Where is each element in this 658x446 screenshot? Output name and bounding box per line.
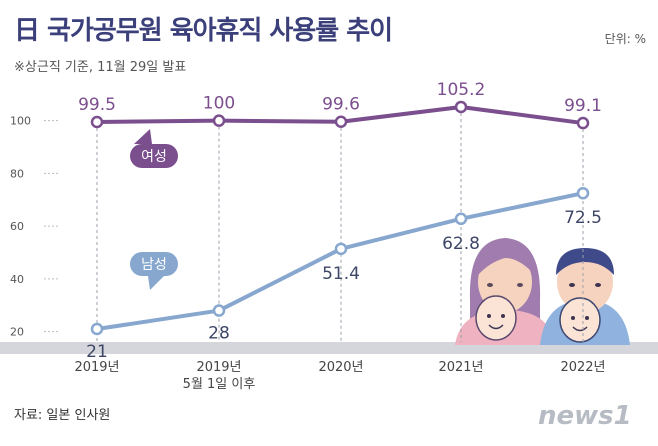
- male-callout-label: 남성: [141, 257, 167, 273]
- male-data-label: 72.5: [564, 208, 602, 228]
- x-tick-label: 2022년: [560, 360, 605, 375]
- female-callout-label: 여성: [141, 149, 167, 165]
- x-tick-label: 2019년: [196, 360, 241, 375]
- female-data-point: [90, 115, 104, 129]
- news1-logo: news1: [538, 401, 632, 431]
- female-data-label: 105.2: [437, 80, 486, 100]
- female-data-label: 99.1: [564, 96, 602, 116]
- x-tick-label: 5월 1일 이후: [183, 377, 256, 392]
- y-tick-label: 20: [10, 326, 24, 339]
- y-tick-label: 80: [10, 167, 24, 180]
- male-data-label: 28: [208, 324, 230, 344]
- subtitle: ※상근직 기준, 11월 29일 발표: [14, 60, 187, 75]
- male-data-point: [212, 304, 226, 317]
- logo-text: news1: [538, 401, 632, 431]
- male-data-point: [334, 242, 348, 256]
- female-callout: 여성: [130, 129, 178, 168]
- source-note: 자료: 일본 인사원: [14, 408, 111, 423]
- female-data-label: 99.6: [322, 95, 360, 115]
- y-tick-label: 40: [10, 273, 24, 286]
- male-data-point: [576, 186, 590, 200]
- male-data-label: 62.8: [442, 234, 480, 254]
- x-tick-label: 2019년: [74, 360, 119, 375]
- x-tick-label: 2021년: [438, 360, 483, 375]
- female-data-label: 99.5: [78, 95, 116, 115]
- page-title: 日 국가공무원 육아휴직 사용률 추이: [14, 16, 393, 46]
- male-data-label: 21: [86, 342, 108, 362]
- unit-label: 단위: %: [604, 32, 646, 46]
- male-data-point: [90, 322, 104, 336]
- y-tick-label: 60: [10, 220, 24, 233]
- female-data-point: [334, 115, 348, 128]
- female-data-point: [212, 114, 226, 127]
- y-tick-label: 100: [10, 115, 31, 128]
- male-callout: 남성: [130, 252, 178, 290]
- female-data-point: [576, 116, 590, 130]
- x-tick-label: 2020년: [318, 360, 363, 375]
- female-data-label: 100: [203, 94, 235, 114]
- male-data-point: [454, 212, 468, 226]
- male-data-label: 51.4: [322, 264, 360, 284]
- family-illustration: [455, 238, 630, 345]
- female-data-point: [454, 100, 468, 114]
